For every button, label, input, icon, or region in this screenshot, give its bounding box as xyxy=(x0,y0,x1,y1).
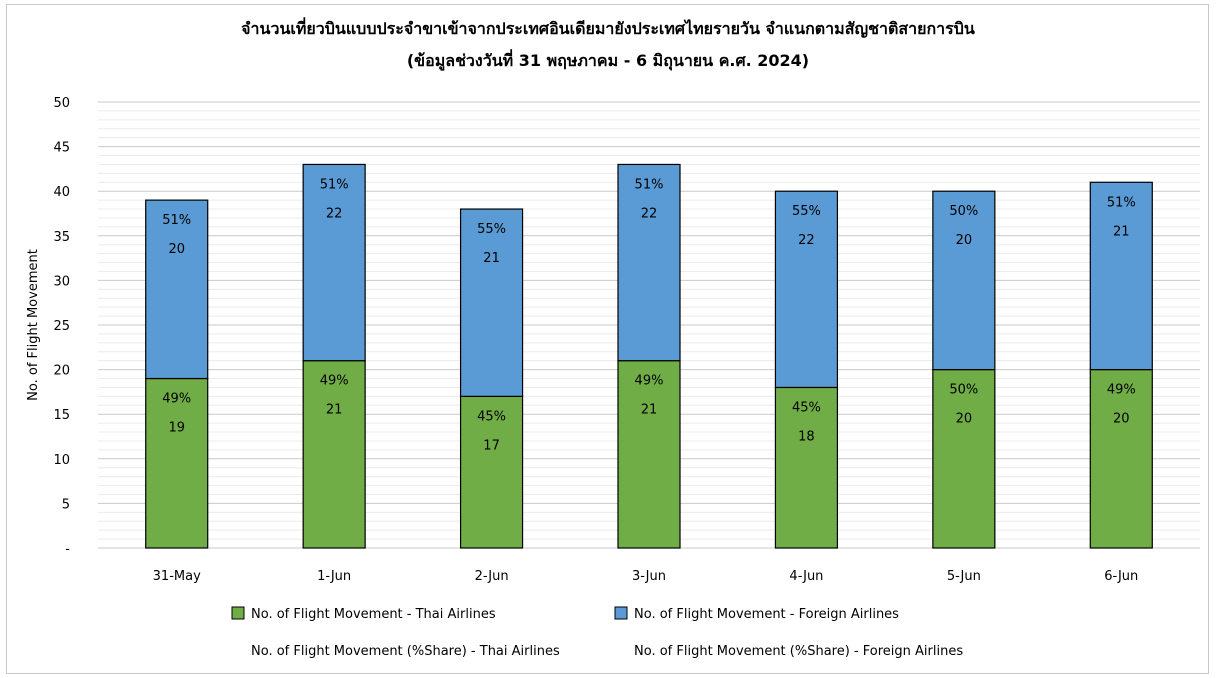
y-tick-label: 30 xyxy=(53,274,70,289)
bar-thai-airlines xyxy=(932,369,996,549)
legend-label-thai: No. of Flight Movement - Thai Airlines xyxy=(251,607,496,622)
share-label-foreign: 51% xyxy=(320,177,349,192)
share-label-foreign: 55% xyxy=(477,222,506,237)
x-tick-label: 31-May xyxy=(153,569,201,584)
share-label-foreign: 51% xyxy=(162,213,191,228)
x-tick-label: 3-Jun xyxy=(632,569,666,584)
share-label-thai: 49% xyxy=(162,392,191,407)
value-label-thai: 21 xyxy=(641,403,658,418)
bar-foreign-airlines xyxy=(1089,181,1153,371)
value-label-foreign: 20 xyxy=(956,233,973,248)
share-label-thai: 49% xyxy=(1107,383,1136,398)
value-label-thai: 18 xyxy=(798,429,815,444)
value-label-foreign: 20 xyxy=(168,242,185,257)
x-tick-label: 1-Jun xyxy=(317,569,351,584)
value-label-thai: 17 xyxy=(483,438,500,453)
bar-foreign-airlines xyxy=(302,163,366,362)
share-label-thai: 45% xyxy=(792,400,821,415)
bar-foreign-airlines xyxy=(617,163,681,362)
legend-label-share-foreign: No. of Flight Movement (%Share) - Foreig… xyxy=(634,644,963,659)
share-label-thai: 45% xyxy=(477,409,506,424)
y-axis-label: No. of Flight Movement xyxy=(26,249,41,401)
x-tick-label: 5-Jun xyxy=(947,569,981,584)
share-label-foreign: 51% xyxy=(1107,195,1136,210)
legend-swatch-thai xyxy=(231,606,245,620)
value-label-thai: 20 xyxy=(956,412,973,427)
bar-foreign-airlines xyxy=(145,199,209,380)
bar-thai-airlines xyxy=(302,360,366,549)
x-tick-label: 4-Jun xyxy=(789,569,823,584)
value-label-foreign: 22 xyxy=(641,206,658,221)
value-label-foreign: 22 xyxy=(798,233,815,248)
share-label-thai: 49% xyxy=(320,374,349,389)
value-label-thai: 20 xyxy=(1113,412,1130,427)
value-label-foreign: 21 xyxy=(483,251,500,266)
legend-swatch-foreign xyxy=(614,606,628,620)
share-label-foreign: 51% xyxy=(635,177,664,192)
bar-thai-airlines xyxy=(1089,369,1153,549)
legend-label-foreign: No. of Flight Movement - Foreign Airline… xyxy=(634,607,899,622)
y-tick-label: 10 xyxy=(53,453,70,468)
bar-thai-airlines xyxy=(774,386,839,549)
y-tick-label: 50 xyxy=(53,96,70,111)
legend-label-share-thai: No. of Flight Movement (%Share) - Thai A… xyxy=(251,644,560,659)
bar-foreign-airlines xyxy=(459,208,524,397)
bar-thai-airlines xyxy=(459,395,524,549)
bar-thai-airlines xyxy=(617,360,681,549)
value-label-foreign: 21 xyxy=(1113,224,1130,239)
y-tick-label: - xyxy=(65,542,70,557)
x-tick-label: 2-Jun xyxy=(475,569,509,584)
bar-foreign-airlines xyxy=(774,190,839,389)
value-label-foreign: 22 xyxy=(326,206,343,221)
share-label-foreign: 50% xyxy=(949,204,978,219)
share-label-thai: 50% xyxy=(949,383,978,398)
x-axis-ticks: 31-May 1-Jun 2-Jun 3-Jun 4-Jun 5-Jun 6-Jun xyxy=(153,569,1139,584)
share-label-foreign: 55% xyxy=(792,204,821,219)
chart-frame xyxy=(6,4,1209,674)
value-label-thai: 19 xyxy=(168,421,185,436)
y-tick-label: 35 xyxy=(53,230,70,245)
y-axis-ticks: - 5 10 15 20 25 30 35 40 45 50 xyxy=(53,96,70,557)
bar-foreign-airlines xyxy=(932,190,996,371)
legend: No. of Flight Movement - Thai Airlines No… xyxy=(231,606,963,659)
y-tick-label: 5 xyxy=(62,497,70,512)
y-tick-label: 15 xyxy=(53,408,70,423)
chart-subtitle: (ข้อมูลช่วงวันที่ 31 พฤษภาคม - 6 มิถุนาย… xyxy=(407,49,809,72)
y-tick-label: 40 xyxy=(53,185,70,200)
y-tick-label: 25 xyxy=(53,319,70,334)
bars: 49% 19 51% 20 49% 21 51% 22 45% 17 55% 21 49% 21 51% 22… xyxy=(145,163,1153,549)
value-label-thai: 21 xyxy=(326,403,343,418)
y-tick-label: 20 xyxy=(53,364,70,379)
x-tick-label: 6-Jun xyxy=(1104,569,1138,584)
chart-title: จำนวนเที่ยวบินแบบประจำขาเข้าจากประเทศอิน… xyxy=(241,17,975,39)
y-tick-label: 45 xyxy=(53,141,70,156)
share-label-thai: 49% xyxy=(635,374,664,389)
